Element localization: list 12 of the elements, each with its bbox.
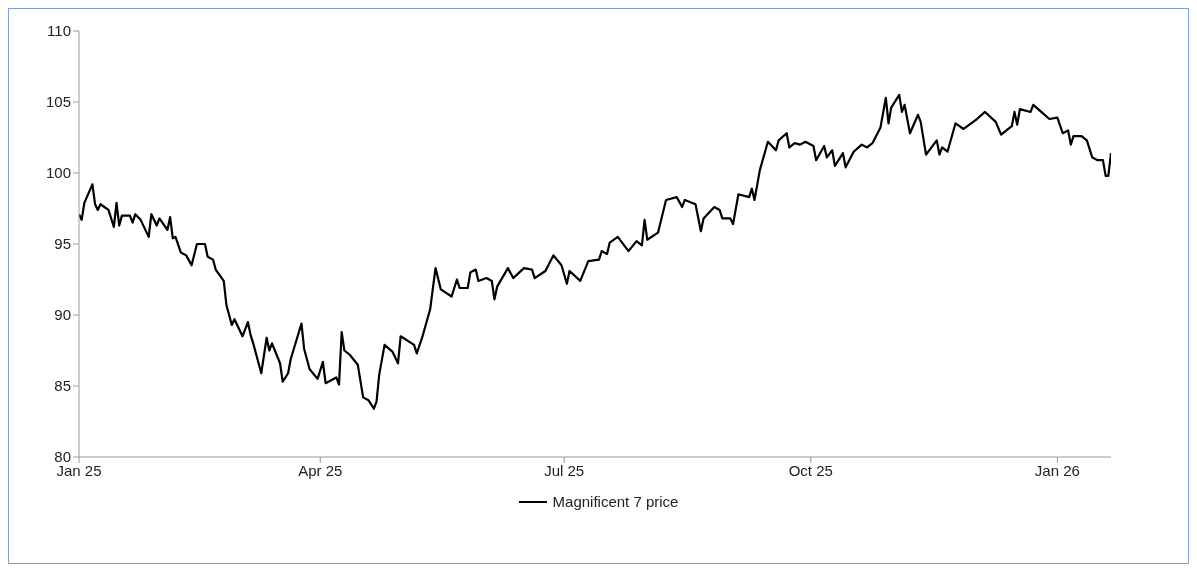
x-tick-label: Apr 25 bbox=[298, 461, 343, 479]
y-tick-label: 100 bbox=[45, 164, 71, 182]
y-tick-label: 110 bbox=[47, 22, 71, 40]
x-tick-label: Oct 25 bbox=[788, 461, 833, 479]
line-series bbox=[79, 93, 1111, 410]
x-tick-label: Jan 26 bbox=[1034, 461, 1080, 479]
y-tick-label: 85 bbox=[54, 377, 71, 395]
y-tick-label: 90 bbox=[54, 306, 71, 324]
y-tick-label: 95 bbox=[54, 235, 71, 253]
x-tick-label: Jul 25 bbox=[544, 461, 585, 479]
y-tick-label: 105 bbox=[45, 93, 71, 111]
legend-label: Magnificent 7 price bbox=[552, 493, 679, 510]
